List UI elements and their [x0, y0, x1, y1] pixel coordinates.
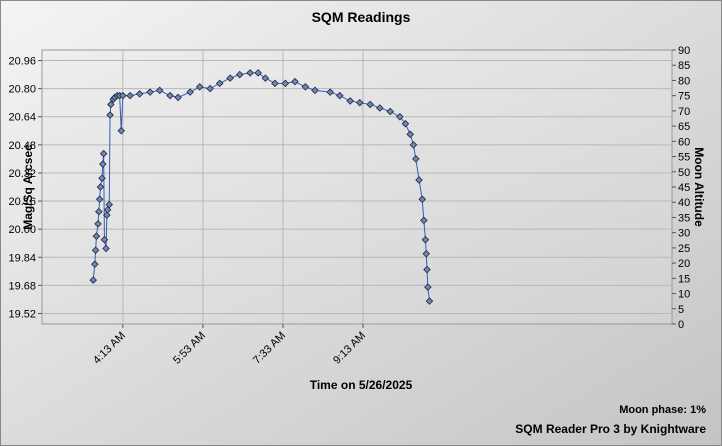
data-point [422, 249, 431, 258]
data-point [102, 244, 110, 253]
data-point [94, 220, 102, 228]
data-point [95, 207, 103, 216]
y2-tick-label: 15 [678, 273, 690, 285]
data-point [174, 93, 182, 102]
data-point [206, 84, 214, 93]
data-point [261, 74, 270, 82]
moon-phase: Moon phase: 1% [619, 404, 706, 416]
y2-tick-label: 70 [678, 106, 690, 118]
data-point [103, 211, 111, 219]
credit: SQM Reader Pro 3 by Knightware [515, 422, 706, 436]
y2-tick-label: 25 [678, 243, 690, 255]
data-point [301, 83, 310, 91]
y2-tick-label: 10 [678, 289, 690, 301]
data-point [186, 88, 194, 96]
y2-tick-label: 50 [678, 167, 690, 179]
y2-tick-label: 45 [678, 182, 690, 194]
data-point [423, 265, 431, 274]
data-point [311, 86, 319, 95]
data-point [386, 107, 394, 116]
y-tick-label: 20.32 [8, 168, 36, 180]
y2-tick-label: 80 [678, 75, 690, 87]
data-point [401, 120, 410, 128]
y-tick-label: 19.84 [8, 252, 36, 264]
data-point [91, 260, 99, 269]
y2-tick-label: 20 [678, 258, 690, 270]
data-point [291, 77, 299, 86]
data-point [246, 69, 254, 77]
y-tick-label: 20.64 [8, 112, 36, 124]
data-point [95, 195, 104, 204]
data-point [346, 97, 354, 105]
data-point [226, 74, 234, 82]
y-tick-label: 19.68 [8, 280, 36, 292]
data-point [195, 83, 204, 91]
y2-tick-label: 75 [678, 91, 690, 103]
y2-tick-label: 60 [678, 136, 690, 148]
y-tick-label: 20.80 [8, 84, 36, 96]
y-tick-label: 20.16 [8, 196, 36, 208]
data-point [89, 276, 97, 284]
y-tick-label: 20.00 [8, 224, 36, 236]
data-point [99, 149, 108, 158]
y2-tick-label: 30 [678, 228, 690, 240]
y2-tick-label: 40 [678, 197, 690, 209]
data-point [103, 206, 112, 214]
data-point [166, 91, 174, 100]
y-axis-label: Mag/Sq Arcsec [21, 144, 35, 230]
data-point [126, 91, 134, 100]
data-point [235, 70, 244, 79]
data-point [105, 200, 114, 209]
data-point [425, 297, 434, 305]
data-point [409, 141, 418, 149]
y-tick-label: 20.96 [8, 56, 36, 68]
data-point [271, 79, 279, 88]
y2-tick-label: 5 [678, 304, 684, 316]
data-point [96, 183, 105, 191]
data-point [106, 111, 114, 119]
data-point [420, 216, 428, 225]
data-point [119, 91, 127, 100]
x-axis-label: Time on 5/26/2025 [310, 378, 413, 392]
data-point [356, 98, 364, 107]
data-point [107, 100, 115, 109]
data-point [91, 246, 100, 254]
y2-tick-label: 35 [678, 212, 690, 224]
plot-area [41, 49, 673, 325]
data-point [117, 127, 126, 135]
data-point [146, 88, 154, 96]
data-point [415, 176, 423, 184]
data-point [336, 91, 344, 100]
y2-tick-label: 65 [678, 121, 690, 133]
data-point [99, 160, 107, 168]
y2-tick-label: 90 [678, 45, 690, 57]
y2-tick-label: 0 [678, 319, 684, 331]
data-point [366, 100, 374, 109]
data-point [135, 90, 144, 98]
data-point [421, 235, 430, 244]
data-point [326, 88, 334, 96]
data-point [424, 283, 432, 291]
data-point [215, 79, 224, 88]
data-point [412, 155, 420, 163]
y-tick-label: 19.52 [8, 308, 36, 320]
data-point [92, 232, 101, 240]
data-point [396, 112, 404, 121]
chart-title: SQM Readings [312, 9, 411, 25]
data-point [406, 130, 414, 139]
y2-tick-label: 85 [678, 60, 690, 72]
data-point [254, 69, 262, 77]
data-point [100, 235, 109, 244]
y-tick-label: 20.48 [8, 140, 36, 152]
data-point [376, 104, 384, 112]
data-point [281, 79, 290, 88]
data-line [92, 72, 430, 302]
data-point [155, 86, 164, 95]
y2-axis-label: Moon Altitude [692, 147, 706, 227]
data-point [98, 174, 106, 182]
y2-tick-label: 55 [678, 152, 690, 164]
data-point [418, 195, 427, 204]
